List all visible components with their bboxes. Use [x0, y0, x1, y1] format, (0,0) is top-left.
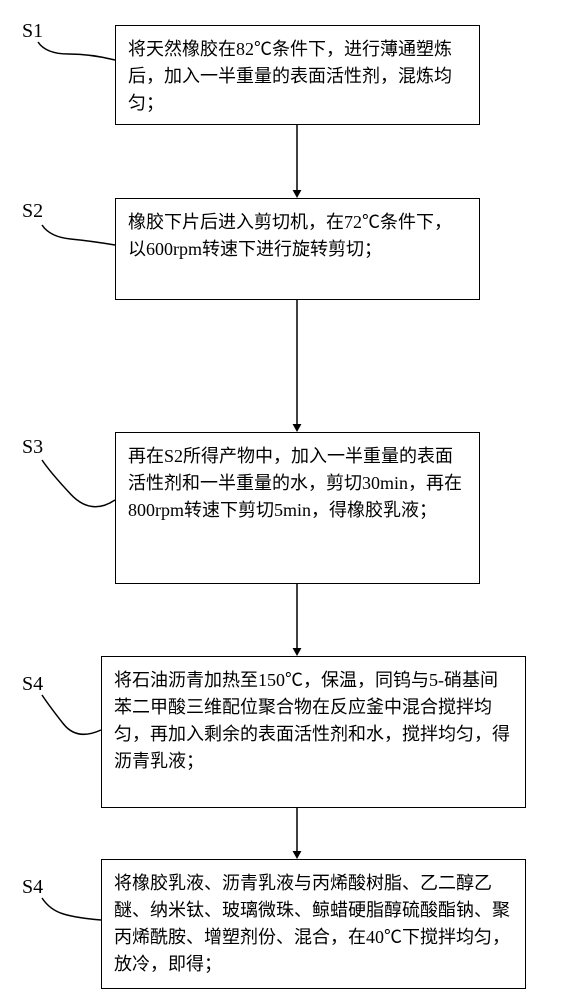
connector-2 — [32, 445, 125, 515]
connector-1 — [32, 210, 125, 260]
arrow-2 — [287, 584, 307, 658]
connector-4 — [32, 883, 111, 935]
step-box-0: 将天然橡胶在82℃条件下，进行薄通塑炼后，加入一半重量的表面活性剂，混炼均匀； — [115, 25, 480, 125]
step-box-1: 橡胶下片后进入剪切机，在72℃条件下，以600rpm转速下进行旋转剪切； — [115, 198, 480, 300]
arrow-0 — [287, 125, 307, 200]
connector-0 — [28, 27, 125, 75]
arrow-3 — [287, 808, 307, 861]
arrow-1 — [287, 300, 307, 434]
connector-3 — [32, 680, 111, 745]
step-box-4: 将橡胶乳液、沥青乳液与丙烯酸树脂、乙二醇乙醚、纳米钛、玻璃微珠、鲸蜡硬脂醇硫酸酯… — [101, 859, 526, 989]
step-box-2: 再在S2所得产物中，加入一半重量的表面活性剂和一半重量的水，剪切30min，再在… — [115, 432, 480, 584]
step-box-3: 将石油沥青加热至150℃，保温，同钨与5-硝基间苯二甲酸三维配位聚合物在反应釜中… — [101, 656, 526, 808]
